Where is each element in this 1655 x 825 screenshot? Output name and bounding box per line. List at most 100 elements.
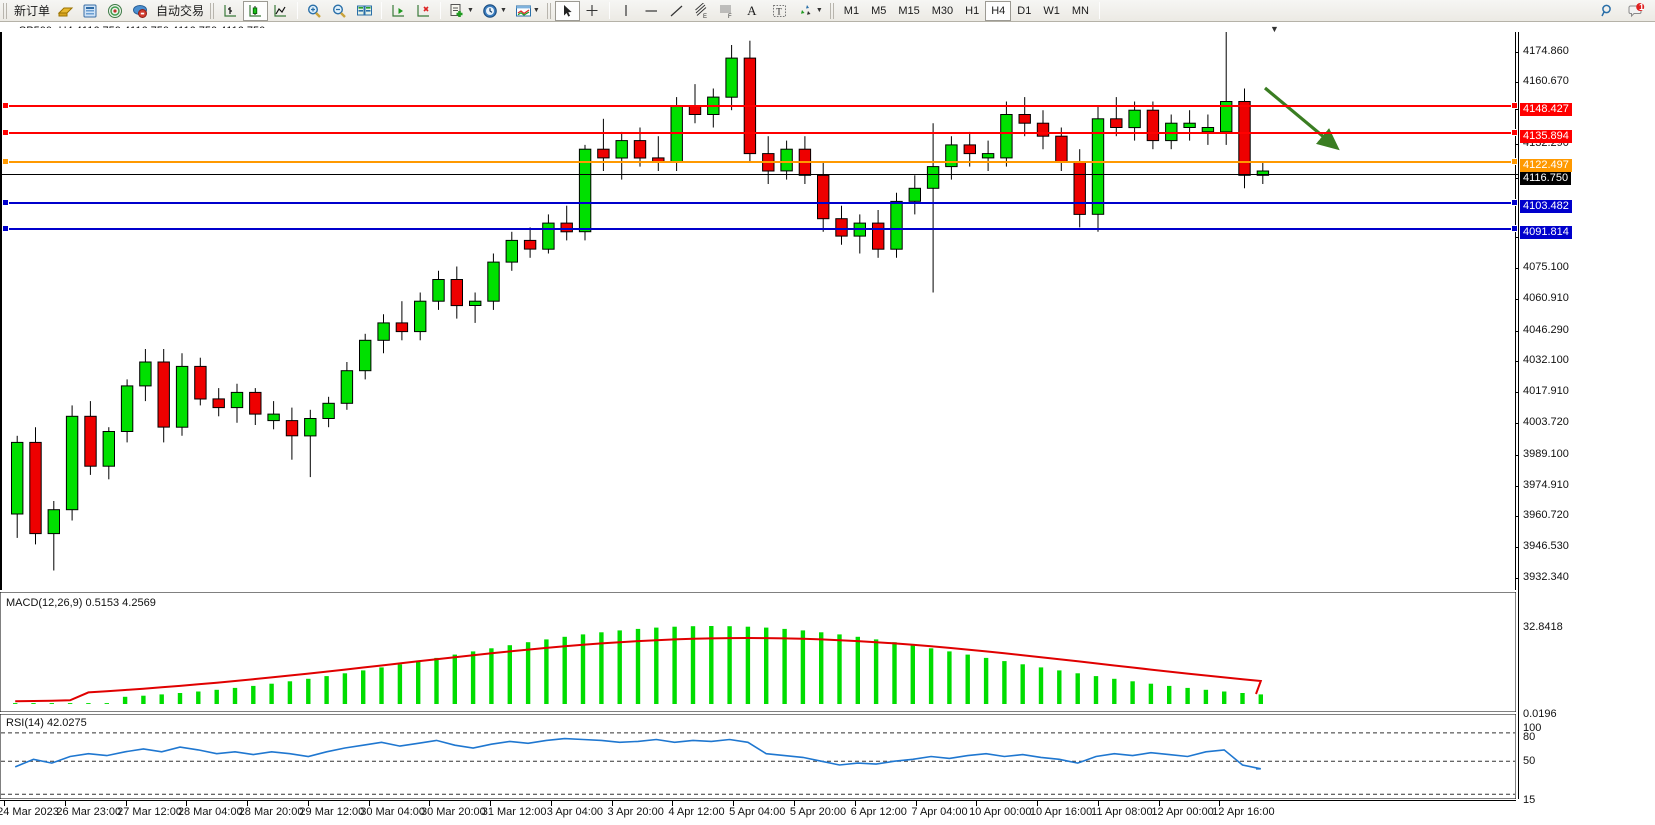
- market-watch-icon: [82, 3, 99, 19]
- timeframe-m1[interactable]: M1: [838, 1, 865, 21]
- templates-button[interactable]: ▼: [511, 1, 544, 21]
- rsi-level-label: 50: [1523, 755, 1536, 767]
- toolbar-grip-2[interactable]: [210, 2, 216, 19]
- vertical-line-button[interactable]: [614, 1, 639, 21]
- chevron-down-icon[interactable]: ▼: [467, 7, 474, 14]
- price-level-label-resistance-1[interactable]: 4148.427: [1520, 102, 1572, 116]
- price-level-anchor[interactable]: [1511, 101, 1518, 109]
- price-level-anchor[interactable]: [2, 199, 9, 207]
- price-level-line-resistance-1[interactable]: [2, 101, 1518, 109]
- chevron-down-icon[interactable]: ▼: [532, 7, 540, 14]
- timeframe-d1[interactable]: D1: [1011, 1, 1037, 21]
- cursor-button[interactable]: [554, 0, 580, 21]
- toolbar-separator-2: [381, 2, 383, 19]
- text-label-button[interactable]: T: [765, 1, 794, 21]
- chart-area[interactable]: ▼ MACD(12,26,9) 0.5153 4.2569 RSI(14) 42…: [0, 24, 1655, 825]
- price-tick-label: 3946.530: [1523, 540, 1569, 553]
- timeframe-h4[interactable]: H4: [985, 0, 1012, 21]
- timeframe-m5[interactable]: M5: [865, 1, 892, 21]
- price-level-label-resistance-2[interactable]: 4135.894: [1520, 130, 1572, 144]
- price-level-line-support-1[interactable]: [2, 199, 1518, 207]
- gold-bar-button[interactable]: [53, 1, 78, 21]
- horizontal-line-button[interactable]: [639, 1, 664, 21]
- price-axis[interactable]: 4174.8604160.6704148.4804132.2904116.750…: [1515, 32, 1655, 806]
- price-level-anchor[interactable]: [1511, 224, 1518, 232]
- time-tick-mark: [186, 801, 188, 806]
- market-watch-button[interactable]: [78, 1, 103, 21]
- price-level-anchor[interactable]: [2, 101, 9, 109]
- notifications-button[interactable]: 1: [1624, 1, 1649, 21]
- time-axis[interactable]: 24 Mar 2023 26 Mar 23:00 27 Mar 12:00 28 Ma…: [0, 800, 1516, 825]
- price-level-label-current-price[interactable]: 4116.750: [1520, 171, 1572, 185]
- objects-button[interactable]: ▼: [794, 1, 827, 21]
- candlestick-chart-icon: [247, 3, 264, 19]
- price-tick-label: 3989.100: [1523, 447, 1569, 460]
- text-button[interactable]: A: [739, 1, 765, 21]
- price-level-anchor[interactable]: [1511, 158, 1518, 166]
- line-chart-button[interactable]: [268, 1, 293, 21]
- price-level-label-support-2[interactable]: 4091.814: [1520, 225, 1572, 239]
- toolbar-grip-4[interactable]: [829, 2, 835, 19]
- time-tick-label: 12 Apr 00:00: [1151, 806, 1214, 818]
- price-tick-mark: [1515, 108, 1519, 110]
- candlestick-chart-button[interactable]: [243, 0, 269, 21]
- price-level-label-pivot-level[interactable]: 4122.497: [1520, 159, 1572, 173]
- price-level-line-current-price[interactable]: [2, 173, 1518, 175]
- search-button[interactable]: [1595, 1, 1620, 21]
- chevron-down-icon[interactable]: ▼: [815, 7, 823, 14]
- macd-pane[interactable]: MACD(12,26,9) 0.5153 4.2569: [0, 592, 1516, 712]
- zoom-in-button[interactable]: [302, 1, 327, 21]
- price-tick-mark: [1515, 268, 1519, 270]
- chart-shift-button[interactable]: [411, 1, 436, 21]
- price-level-line-pivot-level[interactable]: [2, 158, 1518, 166]
- fibonacci-button[interactable]: F: [714, 1, 739, 21]
- price-tick-label: 4075.100: [1523, 261, 1569, 274]
- trendline-button[interactable]: [664, 1, 689, 21]
- bar-chart-button[interactable]: [218, 1, 243, 21]
- timeframe-label: H4: [991, 4, 1006, 17]
- price-tick-mark: [1515, 392, 1519, 394]
- indicators-button[interactable]: ▼: [445, 1, 478, 21]
- templates-icon: [515, 3, 532, 19]
- autotrading-icon-button[interactable]: [128, 1, 153, 21]
- timeframe-mn[interactable]: MN: [1066, 1, 1095, 21]
- period-button[interactable]: ▼: [478, 1, 511, 21]
- price-level-line-support-2[interactable]: [2, 224, 1518, 232]
- new-order-button[interactable]: 新订单: [11, 1, 53, 21]
- time-tick-mark: [1158, 801, 1160, 806]
- chevron-down-icon[interactable]: ▼: [499, 7, 507, 14]
- price-level-anchor[interactable]: [1511, 199, 1518, 207]
- price-level-anchor[interactable]: [1511, 129, 1518, 137]
- fibonacci-icon: F: [718, 3, 735, 19]
- zoom-out-button[interactable]: [327, 1, 352, 21]
- timeframe-m30[interactable]: M30: [926, 1, 959, 21]
- price-level-line-resistance-2[interactable]: [2, 129, 1518, 137]
- tile-windows-button[interactable]: [352, 1, 377, 21]
- time-tick-mark: [550, 801, 552, 806]
- autotrading-button[interactable]: 自动交易: [153, 1, 207, 21]
- time-tick-mark: [733, 801, 735, 806]
- price-tick-label: 4017.910: [1523, 385, 1569, 398]
- price-level-anchor[interactable]: [2, 129, 9, 137]
- timeframe-w1[interactable]: W1: [1037, 1, 1066, 21]
- main-toolbar[interactable]: 新订单: [0, 0, 1655, 22]
- price-tick-label: 3974.910: [1523, 478, 1569, 491]
- price-level-anchor[interactable]: [2, 224, 9, 232]
- equidistant-channel-button[interactable]: E: [689, 1, 714, 21]
- time-tick-label: 5 Apr 04:00: [729, 806, 786, 818]
- time-tick-mark: [1219, 801, 1221, 806]
- price-level-anchor[interactable]: [2, 158, 9, 166]
- vertical-line-icon: [618, 3, 635, 19]
- toolbar-grip[interactable]: [3, 2, 8, 19]
- crosshair-button[interactable]: [580, 1, 605, 21]
- rsi-pane[interactable]: RSI(14) 42.0275: [0, 714, 1516, 799]
- timeframe-label: MN: [1071, 4, 1089, 17]
- timeframe-h1[interactable]: H1: [959, 1, 985, 21]
- timeframe-group[interactable]: M1 M5 M15 M30 H1 H4 D1 W1 MN: [838, 0, 1095, 21]
- price-level-label-support-1[interactable]: 4103.482: [1520, 200, 1572, 214]
- toolbar-grip-3[interactable]: [546, 2, 552, 19]
- timeframe-m15[interactable]: M15: [892, 1, 925, 21]
- navigator-button[interactable]: [103, 1, 128, 21]
- price-pane[interactable]: [0, 32, 1518, 590]
- auto-scroll-button[interactable]: [386, 1, 411, 21]
